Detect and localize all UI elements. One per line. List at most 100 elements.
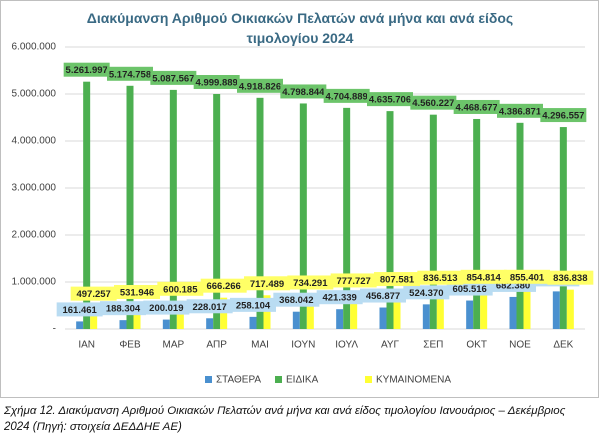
data-label-box bbox=[186, 299, 233, 314]
data-label-box bbox=[244, 276, 290, 291]
data-label: 605.516 bbox=[452, 284, 486, 295]
data-label: 4.296.557 bbox=[542, 111, 584, 122]
data-label-box bbox=[417, 270, 464, 285]
bar bbox=[516, 122, 524, 329]
bar bbox=[386, 111, 394, 329]
data-label-box bbox=[453, 99, 500, 114]
data-label-box bbox=[374, 272, 420, 287]
bar bbox=[133, 303, 141, 329]
bar bbox=[379, 307, 387, 329]
chart-title: Διακύμανση Αριθμού Οικιακών Πελατών ανά … bbox=[86, 10, 514, 46]
x-tick-label: ΜΑΡ bbox=[162, 340, 184, 351]
bar bbox=[350, 292, 358, 329]
data-label-box bbox=[193, 75, 240, 90]
bar bbox=[473, 118, 481, 329]
bar bbox=[429, 114, 437, 329]
data-label: 4.918.826 bbox=[239, 81, 281, 92]
data-label: 855.401 bbox=[510, 272, 545, 283]
x-tick-label: ΙΟΥΝ bbox=[291, 340, 315, 351]
y-tick-label: 2.000.000 bbox=[12, 230, 57, 241]
data-label: 4.704.889 bbox=[326, 91, 368, 102]
y-tick-label: - bbox=[53, 324, 56, 335]
x-tick-label: ΝΟΕ bbox=[509, 340, 531, 351]
bar bbox=[169, 89, 177, 329]
data-label: 524.370 bbox=[409, 288, 443, 299]
data-label-box bbox=[367, 92, 413, 107]
data-label: 5.087.567 bbox=[152, 73, 194, 84]
data-label-box bbox=[56, 302, 103, 317]
data-label-box bbox=[157, 281, 204, 296]
bar bbox=[206, 318, 214, 329]
bar bbox=[176, 300, 184, 329]
bar bbox=[213, 94, 221, 329]
bar bbox=[256, 97, 264, 329]
data-label-box bbox=[504, 269, 550, 284]
data-label: 4.560.227 bbox=[412, 98, 454, 109]
x-tick-label: ΙΑΝ bbox=[78, 340, 95, 351]
data-label-box bbox=[70, 286, 117, 301]
bar bbox=[466, 300, 474, 329]
bar bbox=[76, 321, 84, 329]
bar bbox=[90, 305, 98, 329]
bar bbox=[436, 289, 444, 329]
data-label-box bbox=[547, 270, 594, 285]
data-label-box bbox=[273, 292, 320, 307]
data-label: 188.304 bbox=[106, 304, 141, 315]
x-tick-label: ΙΟΥΛ bbox=[335, 340, 358, 351]
data-label: 5.174.758 bbox=[109, 69, 151, 80]
data-label: 734.291 bbox=[293, 278, 328, 289]
chart: - 1.000.000 2.000.000 3.000.000 4.000.000 5.0… bbox=[0, 0, 599, 398]
data-label: 4.468.677 bbox=[456, 102, 498, 113]
data-label-box bbox=[403, 285, 450, 300]
x-tick-label: ΦΕΒ bbox=[119, 340, 141, 351]
bar bbox=[343, 107, 351, 330]
bar bbox=[220, 297, 228, 329]
legend-label: ΕΙΔΙΚΑ bbox=[286, 375, 319, 386]
bar bbox=[336, 309, 344, 329]
data-label-box bbox=[287, 275, 334, 290]
data-label-box bbox=[360, 288, 406, 303]
chart-frame bbox=[0, 0, 599, 398]
bar bbox=[119, 320, 127, 329]
data-label: 4.999.889 bbox=[196, 78, 238, 89]
data-label: 531.946 bbox=[120, 288, 154, 299]
x-tick-label: ΟΚΤ bbox=[466, 340, 487, 351]
data-label: 161.461 bbox=[62, 305, 97, 316]
data-label-box bbox=[460, 269, 507, 284]
bar bbox=[292, 311, 300, 329]
x-tick-label: ΜΑΙ bbox=[251, 340, 269, 351]
x-tick-label: ΣΕΠ bbox=[423, 340, 443, 351]
data-label-box bbox=[323, 88, 370, 103]
data-label: 4.386.871 bbox=[499, 106, 542, 117]
data-label-box bbox=[114, 284, 160, 299]
data-label-box bbox=[107, 66, 153, 81]
data-label: 807.581 bbox=[380, 275, 415, 286]
data-label: 421.339 bbox=[322, 293, 356, 304]
data-label: 200.019 bbox=[149, 303, 183, 314]
data-label-box bbox=[497, 103, 543, 118]
data-label: 600.185 bbox=[163, 284, 198, 295]
data-label: 854.814 bbox=[466, 272, 501, 283]
bar bbox=[126, 85, 134, 329]
y-tick-label: 4.000.000 bbox=[12, 136, 57, 147]
data-label-box bbox=[446, 281, 493, 296]
bar bbox=[306, 294, 314, 329]
data-label: 4.635.706 bbox=[369, 95, 411, 106]
y-tick-label: 5.000.000 bbox=[12, 89, 57, 100]
bar bbox=[559, 127, 567, 329]
data-label: 836.513 bbox=[423, 273, 457, 284]
data-label-box bbox=[230, 297, 276, 312]
bar bbox=[552, 291, 560, 329]
x-tick-label: ΑΥΓ bbox=[381, 340, 400, 351]
legend-label: ΣΤΑΘΕΡΑ bbox=[216, 375, 261, 386]
y-tick-label: 6.000.000 bbox=[12, 42, 57, 53]
bar bbox=[566, 289, 574, 329]
data-label: 836.838 bbox=[553, 273, 587, 284]
y-tick-label: 1.000.000 bbox=[12, 277, 57, 288]
data-label-box bbox=[200, 278, 247, 293]
data-label-box bbox=[237, 78, 283, 93]
data-label: 5.261.997 bbox=[66, 65, 108, 76]
bar bbox=[162, 319, 170, 329]
bar bbox=[263, 295, 271, 329]
data-label-box bbox=[410, 95, 457, 110]
